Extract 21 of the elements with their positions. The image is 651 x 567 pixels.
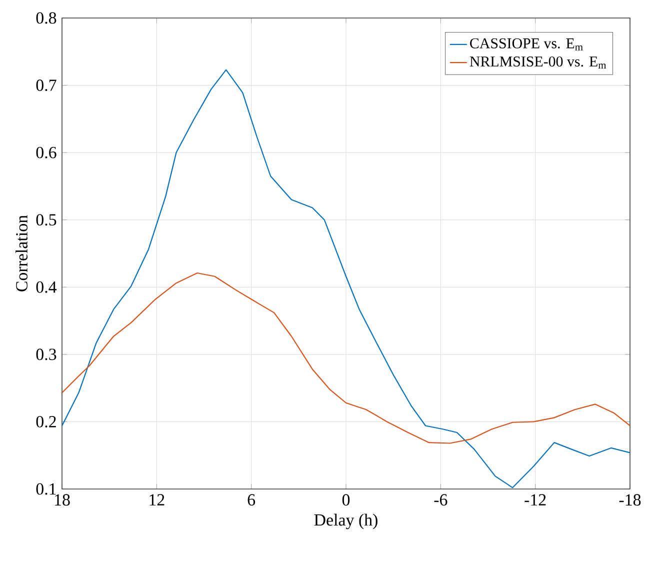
y-tick-label: 0.7	[36, 80, 56, 92]
x-tick-label: 18	[55, 494, 70, 506]
x-tick-label: -18	[619, 494, 641, 506]
y-tick-label: 0.3	[36, 348, 56, 360]
x-tick-label: 6	[248, 494, 256, 506]
x-axis-title: Delay (h)	[314, 514, 378, 530]
line-series	[62, 69, 630, 488]
x-tick-label: 12	[150, 494, 164, 506]
legend-label: NRLMSISE-00 vs. E$_{m}$	[470, 56, 606, 69]
y-tick-label: 0.6	[36, 146, 56, 158]
y-tick-label: 0.2	[36, 416, 56, 428]
y-tick-label: 0.1	[36, 483, 56, 495]
legend-label: CASSIOPE vs. E$_{m}$	[470, 38, 583, 50]
y-axis-title: Correlation	[16, 215, 28, 292]
x-tick-label: -12	[524, 494, 546, 506]
y-tick-label: 0.4	[36, 281, 57, 293]
line-series	[62, 272, 630, 444]
x-tick-label: 0	[342, 494, 350, 506]
x-tick-label: -6	[434, 494, 448, 506]
y-tick-label: 0.5	[36, 214, 56, 226]
y-tick-label: 0.8	[36, 12, 56, 24]
